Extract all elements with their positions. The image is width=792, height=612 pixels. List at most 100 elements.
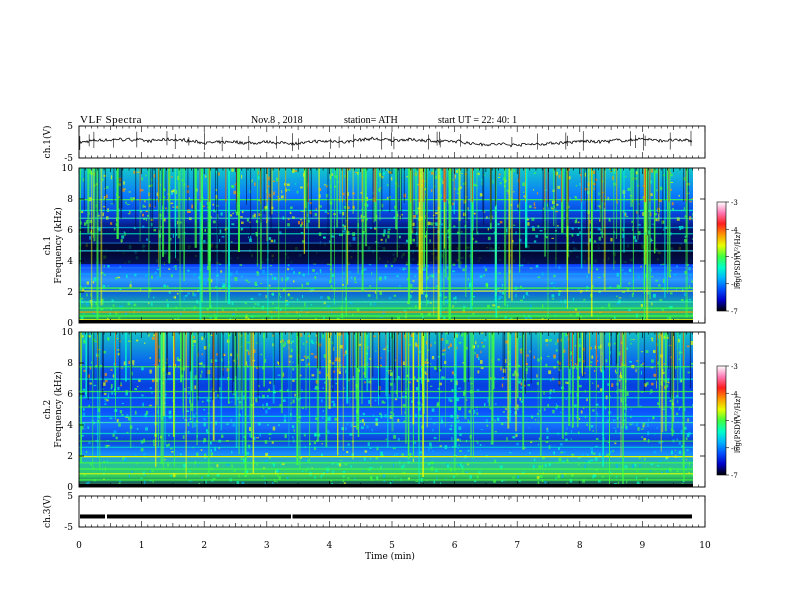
ch2-spectrogram-sferic-peak (288, 332, 290, 367)
ch2-spectrogram-sferic (364, 332, 367, 378)
ch2-spectrogram-colorbar-label: log(PSD)(V²/Hz) (734, 396, 742, 453)
ch2-spectrogram-sferic (637, 332, 640, 407)
ch1-spectrogram-sferic (201, 168, 203, 232)
ch2-spectrogram-sferic (609, 332, 610, 485)
ch2-spectrogram-sferic (568, 332, 571, 426)
ch1-spectrogram-emission-line (79, 290, 693, 292)
ch2-spectrogram-ytick-label: 8 (67, 359, 73, 369)
ch1-waveform-ylabel: ch.1(V) (42, 126, 53, 159)
ch2-spectrogram-sferic (296, 332, 299, 465)
ch1-spectrogram-sferic-peak (409, 168, 411, 203)
ch2-spectrogram-sferic (180, 332, 183, 383)
ch3-waveform-ytick-label: -5 (64, 523, 73, 533)
date-label: Nov.8 , 2018 (251, 115, 303, 126)
ch2-spectrogram-sferic (517, 332, 519, 398)
ch1-spectrogram-ytick-label: 0 (67, 319, 73, 329)
ch2-spectrogram-sferic (227, 332, 230, 404)
ch2-spectrogram-sferic (173, 332, 175, 437)
ch1-spectrogram-sferic (644, 168, 646, 322)
ch2-spectrogram-sferic-peak (417, 332, 419, 367)
ch1-spectrogram-sferic (159, 168, 161, 278)
ch1-spectrogram-emission-line (79, 217, 693, 219)
ch2-spectrogram-sferic (164, 332, 166, 446)
ch1-spectrogram-sferic (407, 168, 411, 305)
x-tick-label: 5 (389, 541, 395, 551)
ch1-spectrogram-emission-line (79, 287, 693, 289)
ch2-spectrogram-sferic-peak (385, 332, 387, 367)
ch1-spectrogram-sferic (450, 168, 452, 269)
ch2-spectrogram-sferic (185, 332, 187, 478)
ch1-spectrogram-sferic (519, 168, 521, 273)
x-tick-label: 6 (452, 541, 458, 551)
ch2-spectrogram-sferic-peak (596, 332, 597, 367)
ch1-spectrogram-sferic (168, 168, 171, 264)
ch2-spectrogram-sferic (508, 332, 512, 423)
ch1-spectrogram-sferic (555, 168, 557, 268)
ch1-spectrogram-sferic (207, 168, 210, 271)
ch1-spectrogram-sferic-peak (601, 168, 603, 203)
ch1-spectrogram-sferic (341, 168, 343, 323)
ch1-spectrogram-emission-line (79, 319, 693, 321)
ch1-spectrogram-sferic (395, 168, 398, 230)
ch2-spectrogram (79, 331, 705, 488)
ch2-spectrogram-sferic (346, 332, 349, 404)
ch1-spectrogram-sferic (544, 168, 546, 257)
ch1-spectrogram-sferic (116, 168, 119, 239)
ch2-spectrogram-sferic (97, 332, 99, 458)
ch2-spectrogram-colorbar-scale (716, 365, 727, 476)
ch1-waveform-ytick-label: 5 (67, 122, 73, 132)
ch2-spectrogram-colorbar-tick-label: -6 (731, 445, 738, 453)
ch1-spectrogram-sferic (547, 168, 549, 321)
ch2-spectrogram-emission-line (79, 406, 693, 408)
ch1-spectrogram-sferic (361, 168, 364, 292)
ch2-spectrogram-ytick-label: 10 (62, 328, 74, 338)
ch2-spectrogram-colorbar-tick-label: -4 (731, 390, 738, 398)
ch2-spectrogram-sferic (263, 332, 265, 387)
ch3-waveform-ylabel: ch.3(V) (42, 495, 53, 528)
ch1-spectrogram (79, 167, 705, 324)
x-tick-label: 2 (201, 541, 207, 551)
ch2-spectrogram-sferic-peak (396, 332, 398, 367)
ch1-spectrogram-emission-line (79, 301, 693, 303)
ch2-spectrogram-sferic (238, 332, 240, 455)
ch1-spectrogram-sferic (267, 168, 269, 315)
ch2-spectrogram-sferic (190, 332, 192, 421)
ch1-spectrogram-sferic-peak (375, 168, 377, 203)
ch2-spectrogram-sferic-peak (80, 332, 82, 367)
ch2-spectrogram-emission-line (79, 446, 693, 448)
ch1-spectrogram-sferic (630, 168, 633, 207)
ch2-spectrogram-sferic (182, 332, 185, 372)
ch1-spectrogram-sferic (379, 168, 381, 221)
ch2-spectrogram-colorbar-tick-label: -5 (731, 418, 738, 426)
ch2-spectrogram-sferic (537, 332, 539, 425)
ch2-spectrogram-ytick-label: 6 (67, 390, 73, 400)
ch1-spectrogram-sferic-peak (645, 168, 646, 203)
ch1-spectrogram-sferic (345, 168, 347, 317)
ch2-spectrogram-ylabel: ch.2Frequency (kHz) (43, 371, 64, 448)
ch1-spectrogram-sferic-peak (341, 168, 343, 203)
ch2-spectrogram-sferic (85, 332, 87, 398)
ch2-spectrogram-sferic (422, 332, 426, 414)
ch2-spectrogram-sferic (366, 332, 369, 392)
ch1-spectrogram-sferic (208, 168, 210, 291)
ch1-spectrogram-sferic (96, 168, 99, 322)
ch2-spectrogram-sferic-peak (349, 332, 351, 367)
ch1-spectrogram-sferic-peak (443, 168, 445, 203)
ch2-spectrogram-sferic (522, 332, 525, 450)
ch1-spectrogram-sferic (445, 168, 447, 277)
ch2-spectrogram-sferic (196, 332, 198, 446)
ch1-spectrogram-colorbar-tick-label: -5 (731, 254, 738, 262)
ch1-spectrogram-sferic (587, 168, 590, 274)
ch2-spectrogram-sferic-peak (364, 332, 366, 367)
ch2-spectrogram-sferic (391, 332, 394, 432)
ch2-spectrogram-sferic (445, 332, 446, 427)
ch1-spectrogram-sferic-peak (644, 168, 645, 203)
ch1-spectrogram-emission-line (79, 226, 693, 229)
ch2-spectrogram-sferic (625, 332, 627, 429)
ch1-spectrogram-sferic (183, 168, 185, 282)
ch1-spectrogram-sferic (347, 168, 349, 285)
ch2-spectrogram-sferic (492, 332, 495, 390)
ch2-spectrogram-sferic (157, 332, 159, 447)
ch1-spectrogram-sferic (216, 168, 218, 318)
